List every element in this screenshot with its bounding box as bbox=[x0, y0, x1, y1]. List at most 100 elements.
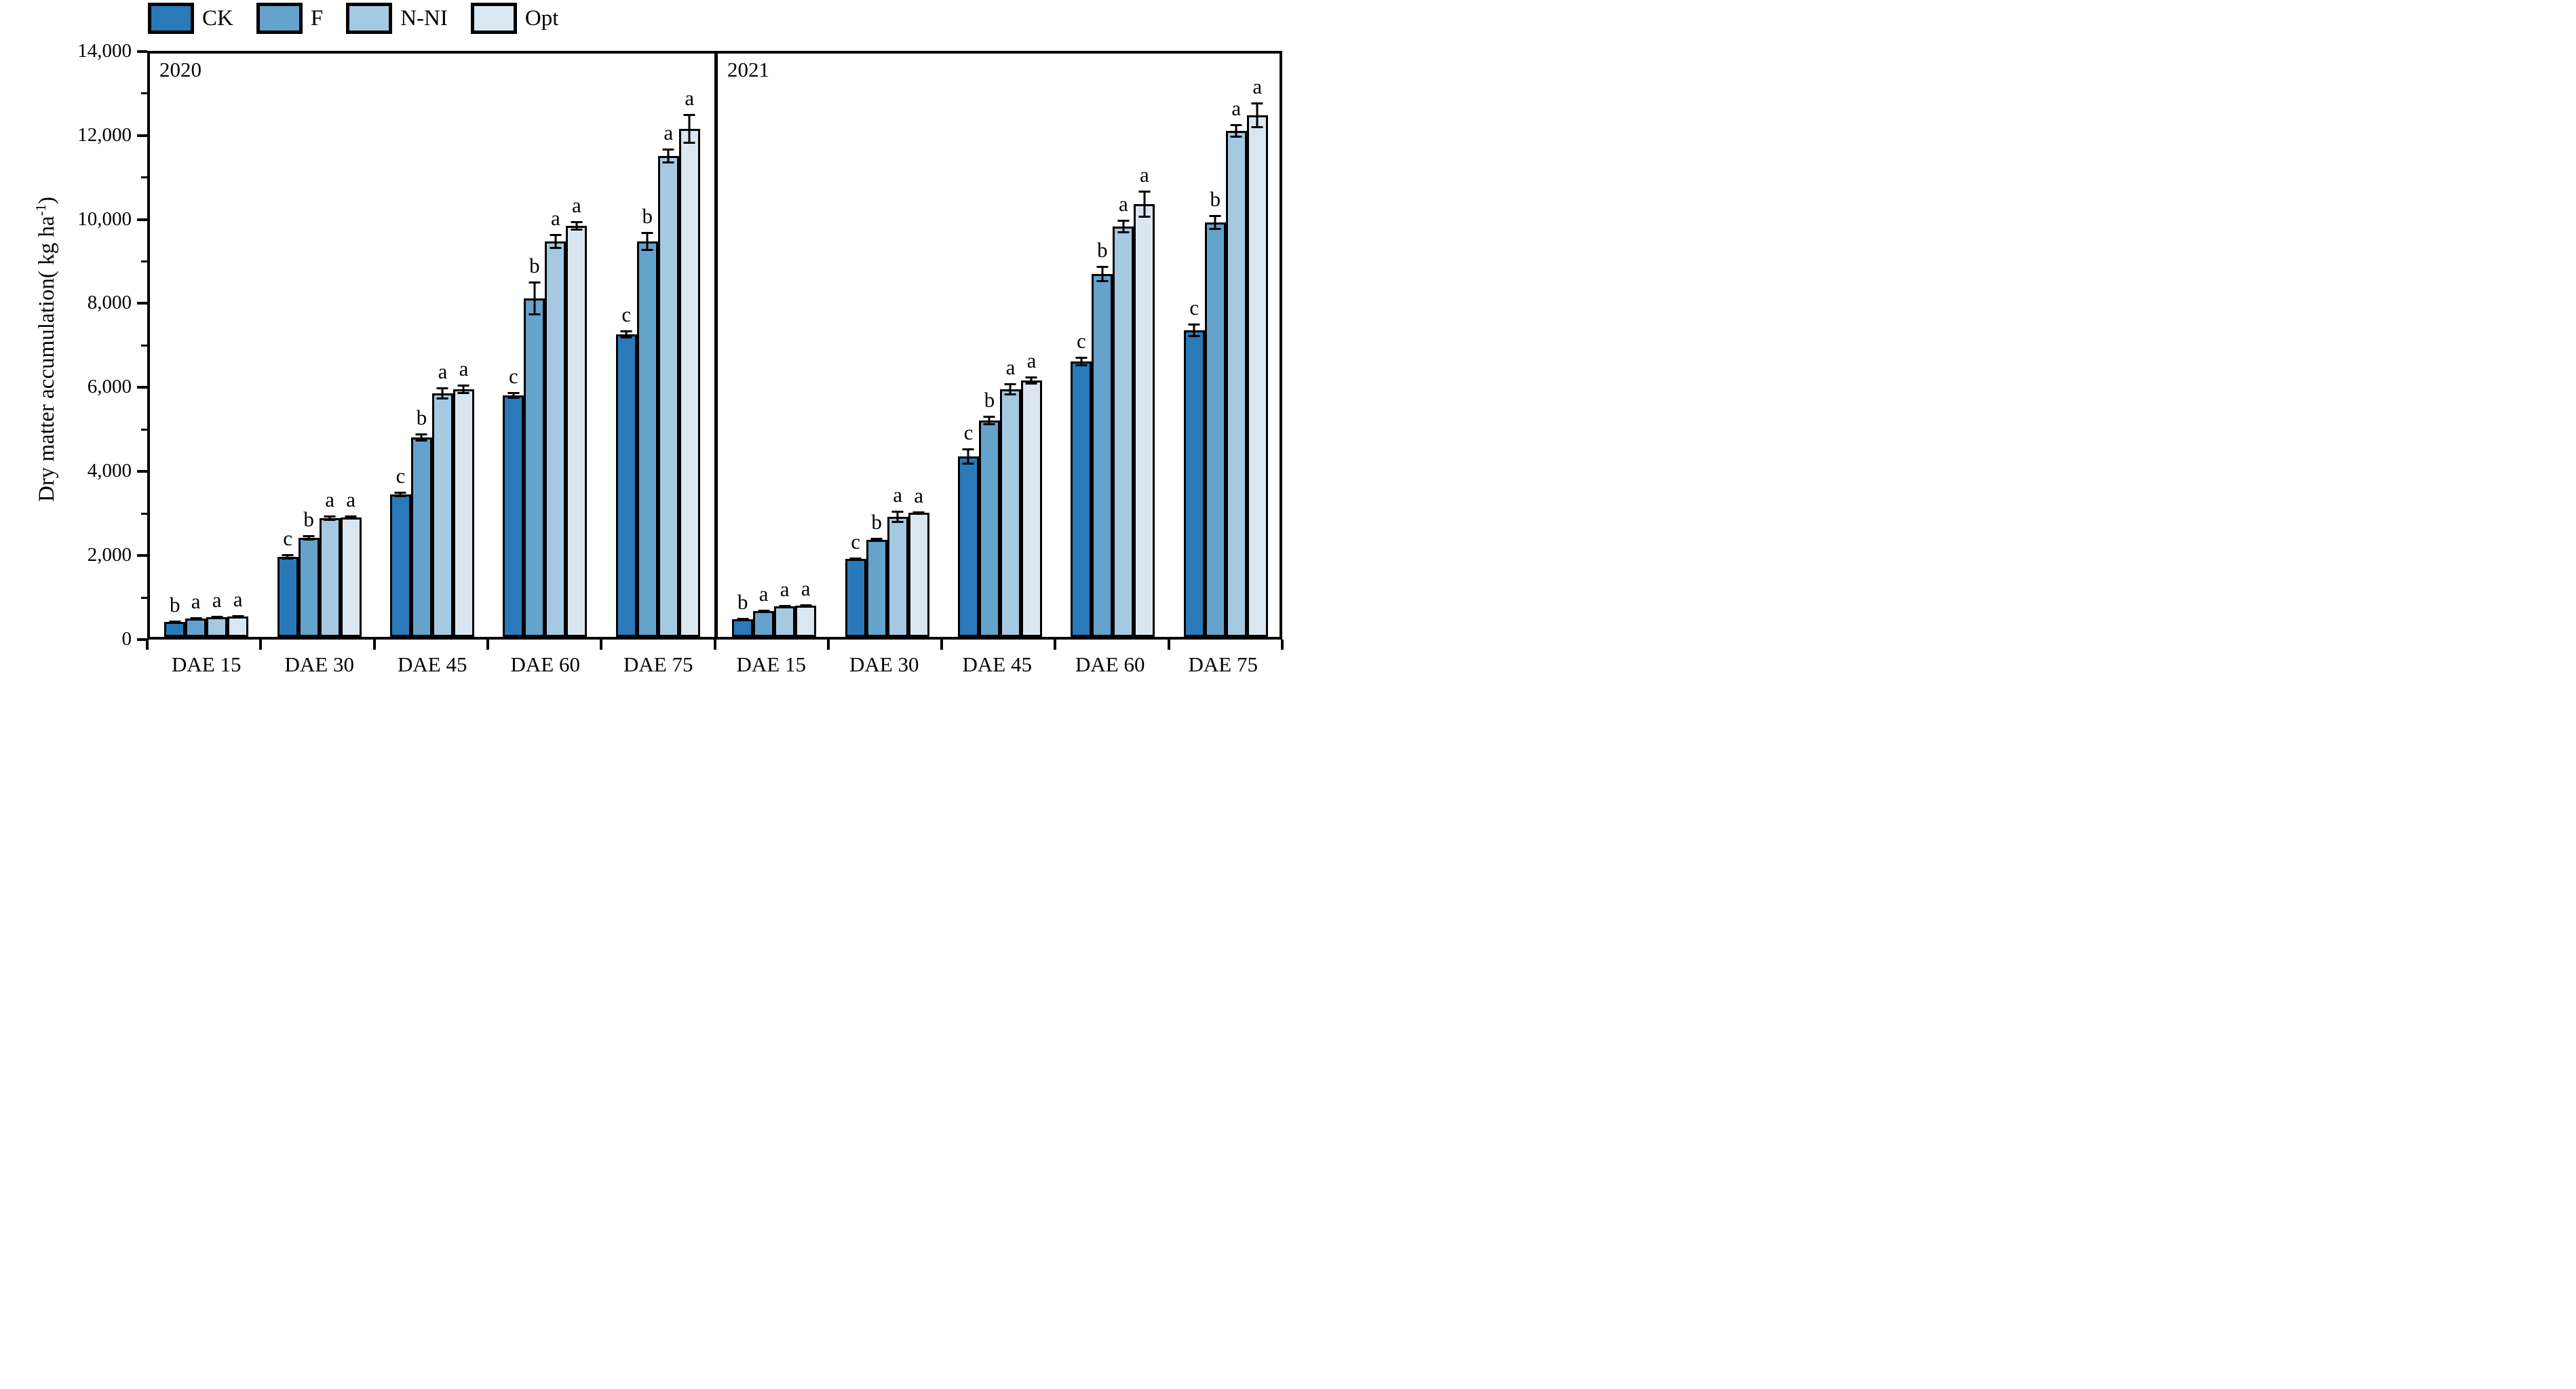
sig-letter-2021-DAE60-F: b bbox=[1097, 238, 1108, 262]
error-bar-cap-bottom bbox=[962, 462, 974, 465]
error-bar-cap-top bbox=[870, 537, 883, 540]
error-bar bbox=[420, 433, 423, 442]
error-bar-cap-bottom bbox=[169, 621, 181, 623]
y-major-tick bbox=[137, 302, 147, 305]
error-bar-cap-bottom bbox=[1117, 231, 1130, 233]
error-bar-cap-top bbox=[641, 232, 653, 235]
sig-letter-2021-DAE45-Opt: a bbox=[1026, 349, 1037, 373]
error-bar-cap-top bbox=[1230, 123, 1242, 126]
error-bar-cap-top bbox=[507, 392, 520, 395]
sig-letter-2021-DAE30-Opt: a bbox=[914, 483, 923, 507]
x-tick-label-2020-DAE30: DAE 30 bbox=[284, 652, 354, 676]
error-bar bbox=[533, 281, 536, 315]
error-bar bbox=[1143, 191, 1146, 218]
error-bar-cap-bottom bbox=[641, 248, 653, 251]
error-bar bbox=[512, 392, 515, 399]
bar-slot-2020-DAE15-CK: b bbox=[164, 594, 186, 637]
bar-2021-DAE30-Opt bbox=[908, 513, 929, 637]
x-tick-label-2021-DAE30: DAE 30 bbox=[849, 652, 919, 676]
bar-slot-2021-DAE75-N-NI: a bbox=[1225, 98, 1247, 637]
sig-letter-2021-DAE60-CK: c bbox=[1076, 328, 1086, 353]
error-bar-cap-bottom bbox=[779, 606, 791, 608]
error-bar bbox=[554, 233, 557, 250]
legend-swatch-N-NI bbox=[346, 3, 393, 34]
x-boundary-tick bbox=[826, 640, 830, 650]
year-label-2020: 2020 bbox=[159, 58, 201, 81]
x-tick-label-2021-DAE60: DAE 60 bbox=[1075, 652, 1145, 676]
y-major-tick bbox=[137, 386, 147, 389]
x-tick-label-2021-DAE45: DAE 45 bbox=[962, 652, 1032, 676]
sig-letter-2021-DAE30-F: b bbox=[871, 509, 882, 534]
error-bar-cap-top bbox=[457, 384, 469, 387]
bar-2020-DAE30-CK bbox=[277, 557, 299, 637]
y-major-tick bbox=[137, 638, 147, 641]
error-bar bbox=[1030, 376, 1033, 385]
x-boundary-tick bbox=[259, 640, 263, 650]
error-bar bbox=[462, 384, 465, 395]
error-bar-cap-bottom bbox=[1230, 136, 1242, 138]
error-bar bbox=[441, 387, 444, 400]
error-bar bbox=[875, 537, 878, 543]
legend-swatch-CK bbox=[148, 3, 194, 34]
sig-letter-2020-DAE75-CK: c bbox=[621, 302, 632, 327]
bar-2021-DAE15-F bbox=[753, 611, 775, 637]
error-bar-cap-top bbox=[683, 114, 695, 117]
sig-letter-2020-DAE30-N-NI: a bbox=[325, 488, 334, 512]
error-bar bbox=[1080, 356, 1083, 367]
error-bar-cap-top bbox=[345, 515, 357, 517]
bar-slot-2020-DAE75-CK: c bbox=[615, 304, 637, 637]
bar-2020-DAE15-CK bbox=[164, 622, 186, 637]
bar-2020-DAE75-CK bbox=[615, 334, 637, 637]
error-bar-cap-top bbox=[571, 220, 583, 223]
y-minor-tick bbox=[141, 512, 147, 515]
sig-letter-2021-DAE30-CK: c bbox=[851, 529, 860, 553]
bar-slot-2021-DAE45-Opt: a bbox=[1020, 350, 1042, 637]
error-bar-cap-bottom bbox=[758, 610, 770, 612]
error-bar-cap-top bbox=[1209, 215, 1221, 218]
bar-slot-2021-DAE30-F: b bbox=[866, 511, 887, 637]
x-boundary-tick bbox=[600, 640, 603, 650]
bar-2021-DAE45-F bbox=[978, 420, 1000, 637]
error-bar bbox=[967, 448, 969, 465]
error-bar-cap-top bbox=[912, 511, 925, 513]
sig-letter-2020-DAE45-F: b bbox=[416, 406, 427, 430]
sig-letter-2020-DAE60-F: b bbox=[529, 254, 540, 278]
bar-slot-2020-DAE45-N-NI: a bbox=[431, 361, 453, 637]
error-bar bbox=[1214, 215, 1216, 230]
sig-letter-2021-DAE60-Opt: a bbox=[1139, 163, 1149, 187]
error-bar-cap-bottom bbox=[983, 423, 995, 426]
bar-slot-2021-DAE45-F: b bbox=[978, 389, 1000, 637]
sig-letter-2020-DAE60-Opt: a bbox=[571, 193, 581, 217]
bar-2021-DAE60-CK bbox=[1071, 361, 1092, 637]
error-bar-cap-top bbox=[849, 557, 862, 560]
sig-letter-2020-DAE15-CK: b bbox=[169, 593, 180, 617]
error-bar-cap-top bbox=[1117, 220, 1130, 222]
bar-slot-2021-DAE60-CK: c bbox=[1071, 330, 1092, 637]
sig-letter-2021-DAE45-N-NI: a bbox=[1005, 355, 1016, 380]
error-bar bbox=[307, 535, 310, 541]
y-tick-label: 12,000 bbox=[77, 123, 132, 146]
bar-slot-2021-DAE75-CK: c bbox=[1183, 297, 1205, 637]
error-bar-cap-bottom bbox=[436, 397, 448, 400]
bar-2021-DAE60-F bbox=[1092, 274, 1113, 637]
year-label-2021: 2021 bbox=[727, 58, 769, 81]
error-bar-cap-bottom bbox=[662, 161, 674, 164]
bar-2021-DAE30-N-NI bbox=[887, 517, 908, 637]
bar-2021-DAE30-F bbox=[866, 540, 887, 637]
error-bar-cap-bottom bbox=[394, 494, 406, 497]
legend-label-CK: CK bbox=[202, 5, 233, 31]
error-bar-cap-bottom bbox=[550, 247, 562, 250]
bar-2021-DAE75-N-NI bbox=[1225, 131, 1247, 637]
bar-2020-DAE45-CK bbox=[389, 494, 411, 637]
error-bar-cap-bottom bbox=[415, 439, 427, 442]
legend-item-Opt: Opt bbox=[470, 3, 558, 34]
y-major-tick bbox=[137, 470, 147, 473]
error-bar bbox=[1122, 220, 1125, 233]
bar-slot-2020-DAE75-F: b bbox=[636, 206, 658, 637]
error-bar-cap-bottom bbox=[870, 540, 883, 543]
x-boundary-tick bbox=[713, 640, 716, 650]
x-tick-label-2020-DAE60: DAE 60 bbox=[510, 652, 580, 676]
error-bar-cap-bottom bbox=[571, 229, 583, 231]
